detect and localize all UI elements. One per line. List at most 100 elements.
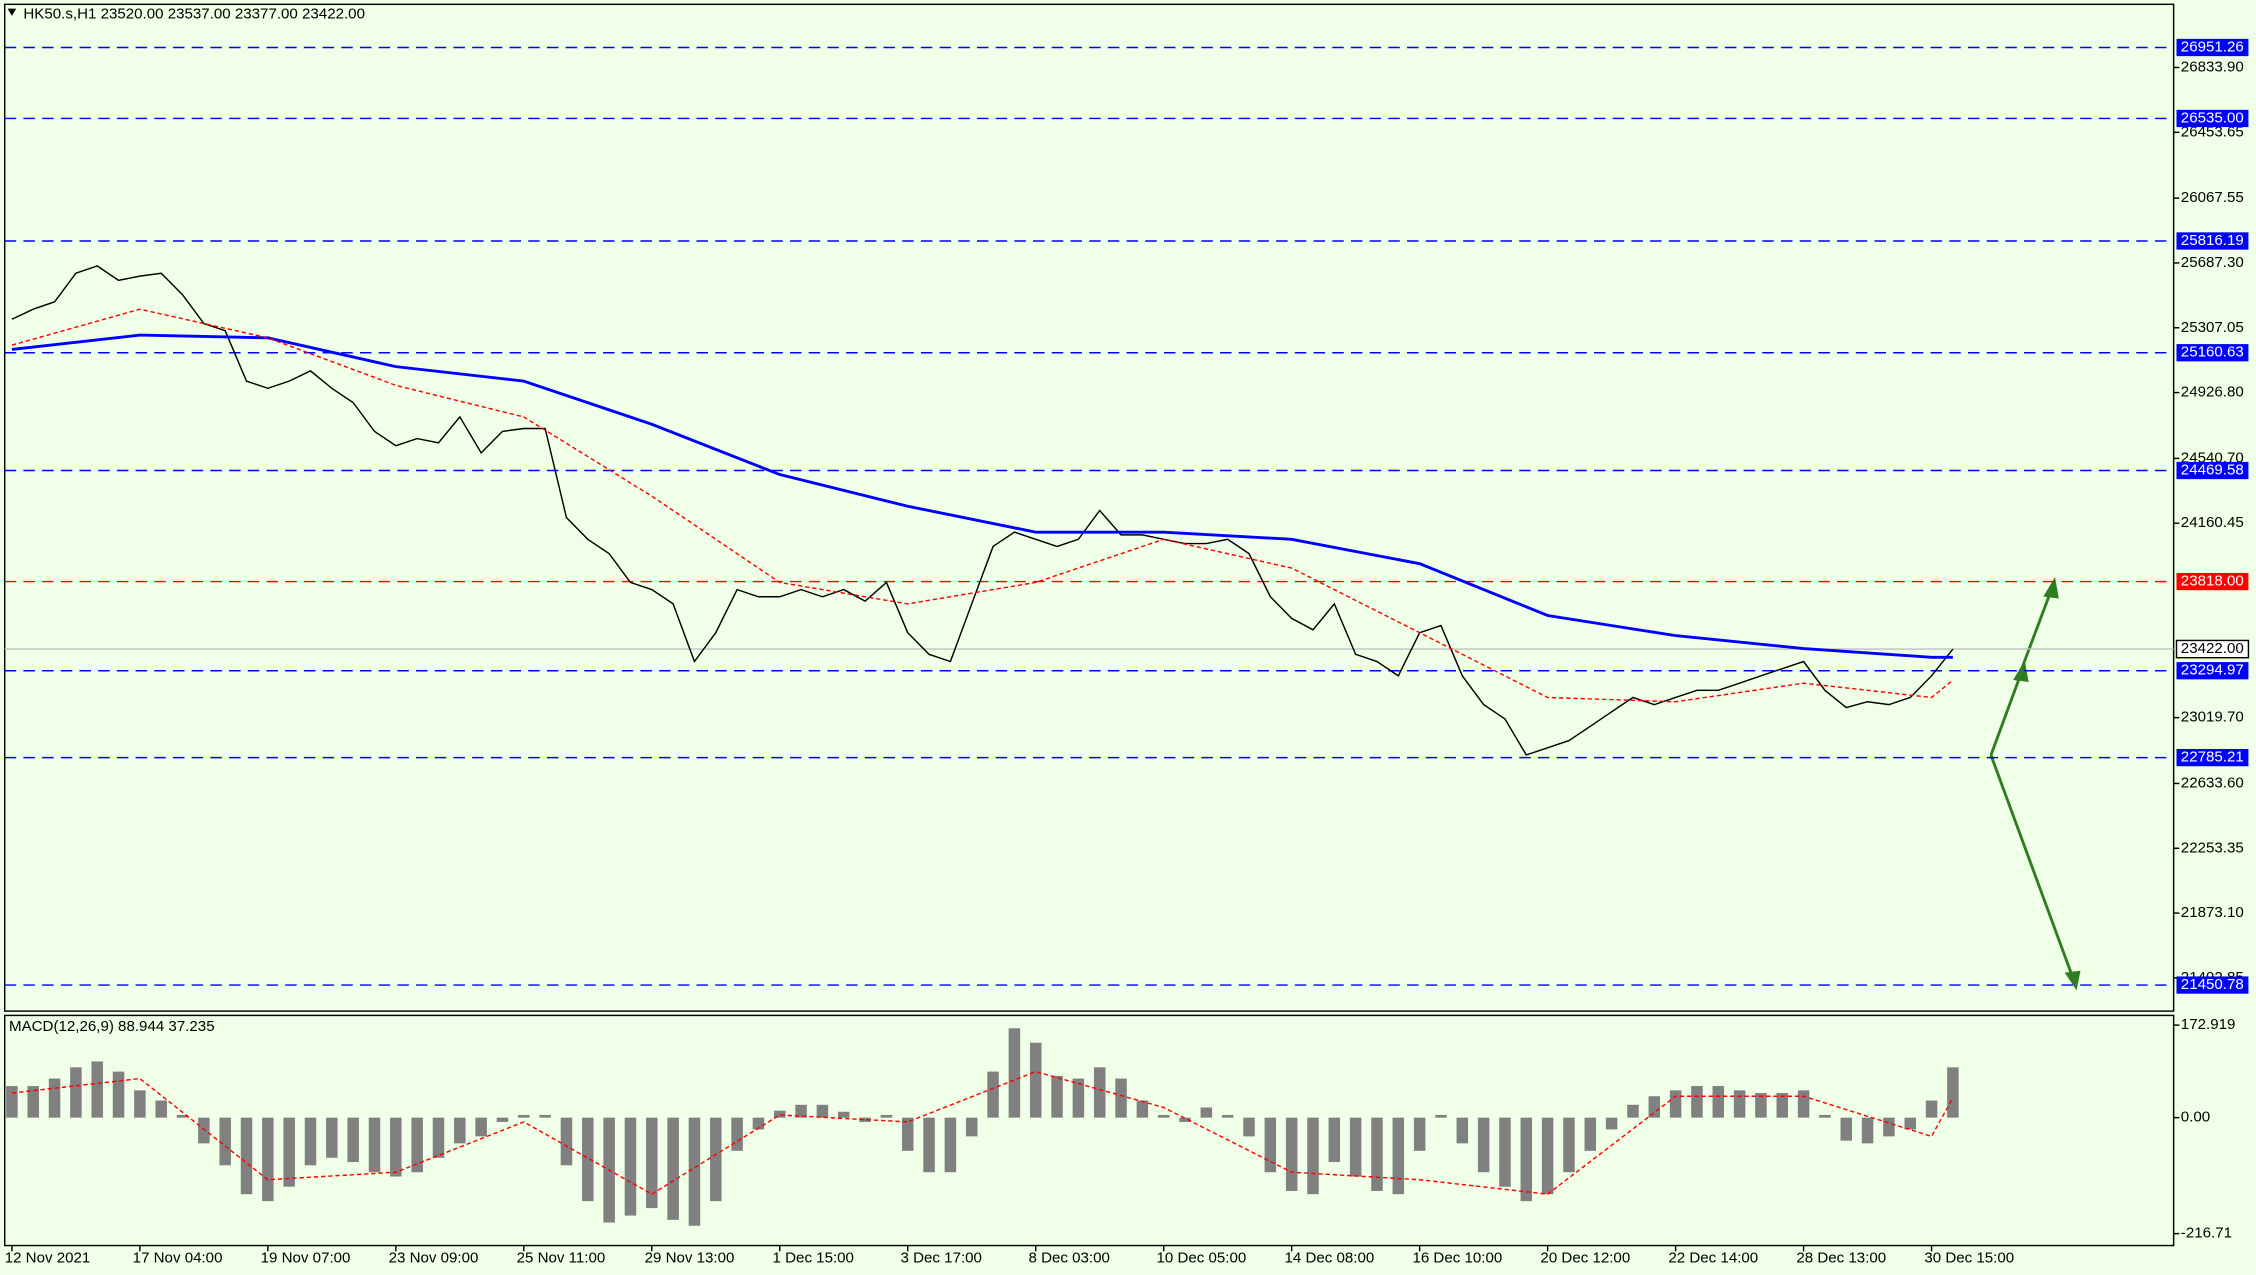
y-tick-label: 23019.70 — [2181, 709, 2244, 726]
macd-bar — [1307, 1117, 1319, 1195]
macd-bar — [1520, 1117, 1533, 1202]
x-tick-label: 14 Dec 08:00 — [1284, 1249, 1374, 1266]
y-tick-label: 26067.55 — [2181, 189, 2244, 206]
macd-bar — [752, 1117, 765, 1130]
x-tick-label: 17 Nov 04:00 — [133, 1249, 223, 1266]
macd-bar — [6, 1086, 18, 1118]
level-tag-label: 25160.63 — [2181, 344, 2244, 361]
main-panel — [3, 3, 2175, 1012]
macd-bar — [1947, 1067, 1959, 1118]
macd-bar — [347, 1117, 359, 1163]
macd-bar — [1413, 1117, 1426, 1151]
arrow — [2019, 589, 2053, 671]
level-tag — [2176, 38, 2249, 57]
x-tick-label: 20 Dec 12:00 — [1540, 1249, 1630, 1266]
level-tag-label: 26951.26 — [2181, 38, 2244, 55]
macd-bar — [1435, 1114, 1447, 1118]
macd-bar — [1349, 1117, 1362, 1177]
level-tag — [2176, 461, 2249, 480]
y-tick-label: 25307.05 — [2181, 319, 2244, 336]
x-tick-label: 30 Dec 15:00 — [1924, 1249, 2014, 1266]
macd-bar — [1243, 1117, 1255, 1137]
y-tick-label: 24160.45 — [2181, 514, 2244, 531]
macd-bar — [1883, 1117, 1895, 1137]
macd-bar — [1392, 1117, 1405, 1195]
macd-bar — [1605, 1117, 1618, 1130]
macd-bar — [432, 1117, 445, 1158]
y-tick-label: 172.919 — [2181, 1016, 2236, 1033]
x-tick-label: 25 Nov 11:00 — [517, 1249, 606, 1266]
signal-line — [11, 1070, 1954, 1196]
y-tick-label: 25687.30 — [2181, 254, 2244, 271]
macd-bar — [1115, 1078, 1127, 1118]
level-tag — [2176, 344, 2249, 362]
level-tag-label: 24469.58 — [2181, 461, 2244, 478]
macd-bar — [1776, 1093, 1789, 1118]
macd-bar — [1456, 1117, 1469, 1144]
macd-bar — [1477, 1117, 1490, 1173]
macd-bar — [1648, 1096, 1661, 1118]
macd-bar — [368, 1117, 381, 1173]
macd-bar — [1264, 1117, 1277, 1173]
macd-bar — [1797, 1090, 1810, 1118]
macd-bar — [1904, 1117, 1916, 1130]
macd-bar — [624, 1117, 637, 1216]
macd-bar — [304, 1117, 317, 1166]
macd-panel — [3, 1014, 2175, 1247]
macd-bar — [1200, 1107, 1213, 1118]
x-tick-label: 1 Dec 15:00 — [773, 1249, 854, 1266]
macd-bar — [923, 1117, 935, 1173]
macd-bar — [731, 1117, 743, 1151]
macd-bar — [1328, 1117, 1341, 1163]
macd-bar — [1733, 1090, 1746, 1118]
macd-bar — [283, 1117, 295, 1187]
arrows — [1989, 577, 2081, 991]
macd-bar — [1712, 1086, 1725, 1118]
x-tick-label: 23 Nov 09:00 — [389, 1249, 479, 1266]
level-tag — [2176, 109, 2249, 128]
macd-bar — [539, 1114, 551, 1118]
macd-bar — [1136, 1100, 1149, 1118]
y-tick-label: 24926.80 — [2181, 384, 2244, 401]
macd-bar — [1819, 1114, 1831, 1118]
macd-bar — [1221, 1114, 1234, 1118]
macd-bar — [134, 1090, 146, 1118]
macd-bar — [326, 1117, 338, 1158]
x-tick-label: 8 Dec 03:00 — [1029, 1249, 1110, 1266]
macd-bar — [1072, 1078, 1085, 1118]
arrow-head — [2064, 970, 2081, 991]
macd-bar — [1157, 1114, 1170, 1118]
macd-bar — [1179, 1117, 1191, 1122]
macd-bar — [390, 1117, 402, 1177]
level-tag-label: 21450.78 — [2181, 976, 2244, 993]
level-tag-label: 23818.00 — [2181, 573, 2244, 590]
macd-bar — [1563, 1117, 1575, 1173]
arrow — [1989, 672, 2023, 756]
menu-triangle — [7, 8, 17, 16]
y-tick-label: -216.71 — [2181, 1225, 2232, 1242]
y-tick-label: 22253.35 — [2181, 839, 2244, 856]
macd-bar — [1093, 1067, 1106, 1118]
macd-bar — [518, 1114, 530, 1118]
macd-bar — [944, 1117, 957, 1173]
macd-bar — [155, 1100, 167, 1118]
macd-bar — [710, 1117, 722, 1202]
macd-bar — [965, 1117, 978, 1137]
macd-bar — [901, 1117, 914, 1151]
level-tag — [2176, 748, 2249, 767]
macd-bar — [582, 1117, 594, 1202]
y-tick-label: 26453.65 — [2181, 123, 2244, 140]
level-tag — [2176, 976, 2249, 994]
macd-bar — [1285, 1117, 1298, 1191]
macd-bar — [112, 1071, 125, 1118]
macd-bar — [1925, 1100, 1938, 1118]
macd-bar — [198, 1117, 210, 1144]
y-tick-label: 21873.10 — [2181, 904, 2244, 921]
macd-bar — [1008, 1028, 1021, 1118]
x-tick-label: 10 Dec 05:00 — [1157, 1249, 1247, 1266]
y-tick-label: 0.00 — [2181, 1109, 2210, 1126]
macd-bar — [411, 1117, 423, 1173]
macd-bar — [1499, 1117, 1511, 1187]
chart-title: HK50.s,H1 23520.00 23537.00 23377.00 234… — [23, 5, 365, 22]
